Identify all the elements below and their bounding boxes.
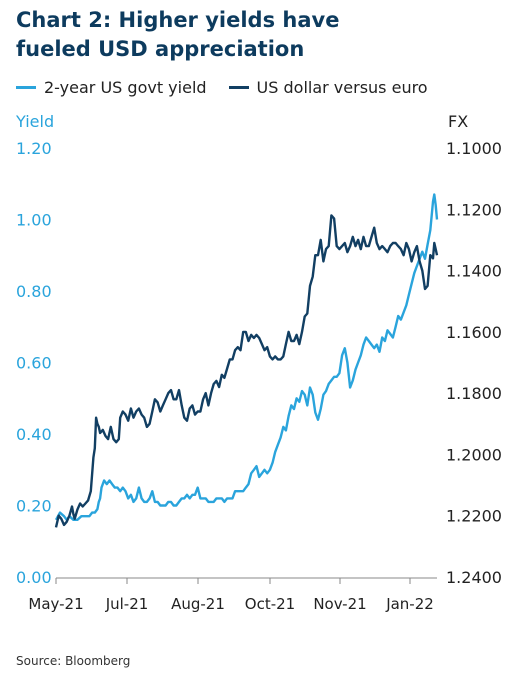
source-note: Source: Bloomberg bbox=[16, 654, 131, 668]
right-tick-label: 1.1800 bbox=[446, 384, 502, 403]
x-tick-label: Jan-22 bbox=[385, 595, 434, 613]
left-tick-label: 0.60 bbox=[16, 354, 52, 373]
legend-item-fx: US dollar versus euro bbox=[228, 77, 428, 97]
chart-legend: 2-year US govt yield US dollar versus eu… bbox=[16, 76, 450, 98]
right-tick-label: 1.1600 bbox=[446, 323, 502, 342]
legend-label-yield: 2-year US govt yield bbox=[44, 77, 207, 97]
legend-swatch-fx bbox=[228, 85, 249, 89]
x-tick-label: Aug-21 bbox=[171, 595, 225, 613]
right-tick-label: 1.2400 bbox=[446, 568, 502, 587]
x-tick-label: Jul-21 bbox=[105, 595, 149, 613]
left-tick-label: 0.40 bbox=[16, 425, 52, 444]
right-tick-label: 1.1400 bbox=[446, 262, 502, 281]
legend-swatch-yield bbox=[16, 85, 36, 89]
series-line-yield bbox=[54, 193, 439, 521]
left-tick-label: 1.20 bbox=[16, 139, 52, 158]
series-line-fx bbox=[54, 214, 439, 528]
left-axis-title: Yield bbox=[15, 112, 54, 131]
chart-svg: Yield FX 1.20 1.00 0.80 0.60 0.40 0.20 0.00 1.100… bbox=[15, 112, 502, 613]
x-tick-label: May-21 bbox=[28, 595, 83, 613]
left-tick-label: 0.00 bbox=[16, 568, 52, 587]
chart-title: Chart 2: Higher yields have fueled USD a… bbox=[16, 6, 496, 64]
right-tick-label: 1.1000 bbox=[446, 139, 502, 158]
right-tick-label: 1.2000 bbox=[446, 445, 502, 464]
right-axis-title: FX bbox=[448, 112, 468, 131]
chart-title-line-2: fueled USD appreciation bbox=[16, 37, 305, 61]
right-tick-label: 1.2200 bbox=[446, 507, 502, 526]
chart-title-line-1: Chart 2: Higher yields have bbox=[16, 8, 340, 32]
left-tick-label: 1.00 bbox=[16, 211, 52, 230]
right-tick-label: 1.1200 bbox=[446, 200, 502, 219]
x-tick-label: Oct-21 bbox=[245, 595, 295, 613]
left-tick-label: 0.20 bbox=[16, 497, 52, 516]
left-tick-label: 0.80 bbox=[16, 282, 52, 301]
x-tick-label: Nov-21 bbox=[313, 595, 366, 613]
legend-label-fx: US dollar versus euro bbox=[256, 77, 428, 97]
legend-item-yield: 2-year US govt yield bbox=[16, 78, 207, 97]
